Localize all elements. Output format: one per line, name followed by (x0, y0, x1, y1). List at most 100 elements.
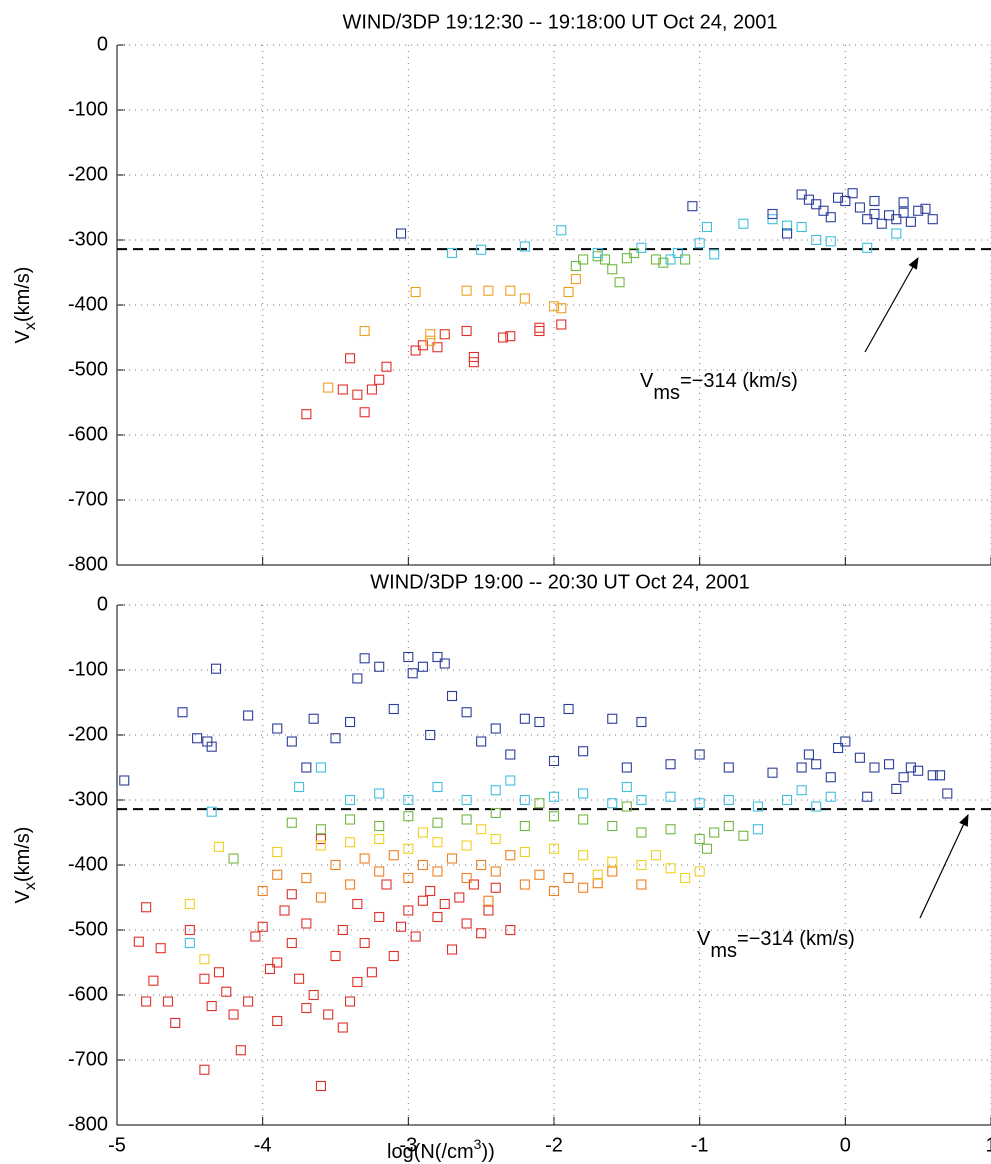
scatter-point (446, 944, 458, 955)
scatter-point (723, 794, 734, 806)
scatter-point (607, 820, 618, 832)
scatter-point (279, 905, 290, 916)
scatter-point (272, 846, 283, 858)
scatter-point (687, 201, 698, 212)
scatter-point (162, 996, 174, 1007)
scatter-point (417, 859, 428, 871)
y-tick-label: -200 (68, 723, 108, 745)
scatter-point (621, 253, 632, 264)
scatter-point (614, 277, 625, 288)
scatter-point (869, 195, 880, 207)
scatter-point (578, 254, 589, 265)
scatter-point (578, 882, 589, 893)
scatter-point (505, 749, 516, 760)
scatter-point (556, 319, 567, 330)
y-tick-label: -700 (68, 488, 108, 510)
scatter-point (352, 389, 363, 400)
scatter-point (381, 879, 392, 890)
scatter-point (782, 220, 793, 231)
scatter-point (811, 234, 822, 246)
scatter-point (468, 357, 479, 368)
scatter-point (432, 651, 443, 663)
scatter-point (301, 918, 312, 929)
scatter-point (607, 856, 618, 867)
scatter-point (410, 931, 421, 942)
scatter-point (315, 833, 326, 845)
scatter-point (476, 859, 487, 871)
scatter-point (483, 905, 494, 916)
scatter-point (148, 975, 159, 986)
scatter-point (811, 801, 822, 812)
scatter-point (468, 879, 479, 890)
scatter-point (432, 866, 443, 877)
scatter-point (825, 772, 836, 783)
scatter-point (308, 713, 319, 724)
scatter-point (782, 794, 793, 806)
scatter-point (417, 827, 428, 838)
x-tick-label: 0 (840, 1134, 851, 1156)
scatter-point (519, 879, 530, 890)
scatter-point (578, 850, 589, 861)
scatter-point (883, 210, 895, 221)
annotation-sub: ms (653, 382, 680, 404)
scatter-point (650, 850, 662, 861)
scatter-point (366, 384, 377, 395)
scatter-point (446, 247, 458, 259)
chart-title: WIND/3DP 19:12:30 -- 19:18:00 UT Oct 24,… (342, 11, 777, 33)
scatter-point (891, 783, 902, 795)
scatter-point (578, 814, 589, 825)
chart-title: WIND/3DP 19:00 -- 20:30 UT Oct 24, 2001 (370, 571, 749, 593)
scatter-point (607, 713, 618, 724)
scatter-point (211, 663, 222, 674)
scatter-point (825, 236, 836, 247)
scatter-point (563, 703, 574, 715)
y-tick-label: -700 (68, 1048, 108, 1070)
scatter-point (177, 707, 188, 718)
scatter-point (891, 228, 902, 239)
scatter-point (519, 241, 530, 252)
scatter-point (490, 833, 501, 845)
scatter-point (534, 325, 545, 337)
x-tick-label: 1 (985, 1134, 991, 1156)
scatter-point (403, 794, 414, 806)
scatter-point (374, 833, 385, 845)
scatter-point (345, 716, 356, 728)
scatter-point (862, 791, 873, 802)
scatter-point (621, 781, 632, 793)
scatter-point (570, 273, 581, 285)
scatter-point (323, 382, 334, 393)
scatter-point (665, 759, 676, 770)
scatter-point (403, 872, 414, 884)
scatter-point (315, 840, 326, 851)
scatter-point (425, 329, 436, 340)
scatter-point (439, 329, 450, 340)
x-tick-label: -5 (108, 1134, 126, 1156)
scatter-point (665, 863, 676, 874)
scatter-point (315, 762, 326, 773)
scatter-point (476, 928, 487, 939)
scatter-point (803, 749, 814, 760)
scatter-point (374, 374, 385, 385)
y-tick-label: -800 (68, 553, 108, 575)
scatter-point (352, 898, 363, 910)
scatter-point (461, 794, 472, 806)
scatter-point (534, 798, 545, 809)
y-axis-label: Vx(km/s) (12, 827, 39, 904)
scatter-point (388, 950, 399, 962)
scatter-point (315, 892, 326, 903)
scatter-point (738, 830, 749, 841)
scatter-point (701, 843, 713, 854)
scatter-point (359, 853, 370, 864)
scatter-point (352, 976, 363, 988)
scatter-point (694, 866, 705, 877)
scatter-point (410, 286, 421, 298)
scatter-point (854, 752, 865, 763)
scatter-point (548, 301, 560, 312)
scatter-point (913, 765, 924, 776)
scatter-point (599, 254, 611, 265)
scatter-point (840, 195, 851, 207)
scatter-point (345, 814, 356, 825)
scatter-point (286, 817, 297, 828)
scatter-point (476, 244, 487, 255)
scatter-point (264, 963, 276, 975)
